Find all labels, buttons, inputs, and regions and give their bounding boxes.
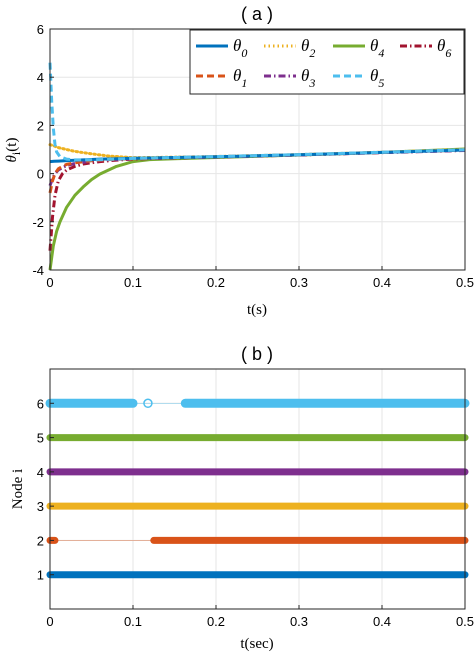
panel-a-title: ( a )	[241, 4, 273, 24]
panel-a-x-label: t(s)	[247, 302, 267, 318]
y-tick-label: 0	[37, 167, 44, 182]
panel-a-y-label-tail: (t)	[4, 138, 20, 152]
x-tick-label: 0.5	[456, 275, 474, 290]
x-tick-label: 0.2	[207, 614, 225, 629]
panel-b: ( b ) 0 0.1 0.2 0.3 0.4 0.5 1 2 3 4 5 6 t(sec) Nod…	[10, 344, 474, 652]
legend-label-sub: 2	[309, 46, 315, 60]
legend-label-theta-5: θ5	[370, 66, 384, 90]
panel-b-x-label: t(sec)	[240, 636, 273, 652]
panel-b-series	[45, 398, 470, 579]
y-tick-label: 6	[37, 22, 44, 37]
node-6-event-marker-0	[143, 398, 153, 409]
x-tick-label: 0.1	[124, 275, 142, 290]
y-tick-label: 3	[37, 499, 44, 514]
legend-label-sub: 1	[241, 76, 247, 90]
panel-b-axes-box	[49, 368, 466, 610]
legend-label-theta-0: θ0	[233, 36, 247, 60]
panel-a-x-ticks: 0 0.1 0.2 0.3 0.4 0.5	[46, 266, 474, 290]
panel-a-y-ticks: -4 -2 0 2 4 6	[32, 22, 54, 278]
legend-label-theta-4: θ4	[370, 36, 384, 60]
y-tick-label: 2	[37, 118, 44, 133]
x-tick-label: 0.3	[290, 275, 308, 290]
panel-a-y-label: θi(t)	[4, 138, 23, 163]
legend-label-main: θ	[301, 66, 309, 85]
panel-b-plot-area	[50, 369, 465, 609]
x-tick-label: 0.3	[290, 614, 308, 629]
y-tick-label: 6	[37, 396, 44, 411]
y-tick-label: -4	[32, 263, 44, 278]
y-tick-label: -2	[32, 215, 44, 230]
legend-label-sub: 0	[241, 46, 247, 60]
legend-label-theta-2: θ2	[301, 36, 315, 60]
panel-a-y-label-main: θ	[4, 154, 20, 162]
y-tick-label: 4	[37, 70, 44, 85]
legend-label-main: θ	[437, 36, 445, 55]
legend-label-main: θ	[301, 36, 309, 55]
legend-label-sub: 3	[308, 76, 315, 90]
legend-label-main: θ	[370, 66, 378, 85]
panel-b-title: ( b )	[241, 344, 273, 364]
legend-label-sub: 5	[378, 76, 384, 90]
legend-label-sub: 4	[378, 46, 384, 60]
legend-label-main: θ	[233, 66, 241, 85]
panel-b-y-label: Node i	[10, 469, 26, 509]
panel-a-axes-box	[49, 28, 466, 271]
panel-b-x-ticks: 0 0.1 0.2 0.3 0.4 0.5	[46, 605, 474, 629]
legend-label-main: θ	[233, 36, 241, 55]
legend-label-theta-3: θ3	[301, 66, 315, 90]
y-tick-label: 5	[37, 431, 44, 446]
y-tick-label: 4	[37, 465, 44, 480]
panel-a-y-label-sub: i	[9, 151, 23, 155]
y-tick-label: 2	[37, 533, 44, 548]
x-tick-label: 0	[46, 275, 53, 290]
panel-a-series	[48, 62, 467, 271]
legend-label-main: θ	[370, 36, 378, 55]
y-tick-label: 1	[37, 568, 44, 583]
x-tick-label: 0.4	[373, 614, 391, 629]
legend-box	[189, 29, 465, 95]
x-tick-label: 0.2	[207, 275, 225, 290]
legend-label-sub: 6	[445, 46, 451, 60]
x-tick-label: 0.4	[373, 275, 391, 290]
x-tick-label: 0	[46, 614, 53, 629]
legend-label-theta-1: θ1	[233, 66, 247, 90]
x-tick-label: 0.1	[124, 614, 142, 629]
legend-label-theta-6: θ6	[437, 36, 451, 60]
panel-b-y-ticks: 1 2 3 4 5 6	[37, 396, 54, 583]
x-tick-label: 0.5	[456, 614, 474, 629]
